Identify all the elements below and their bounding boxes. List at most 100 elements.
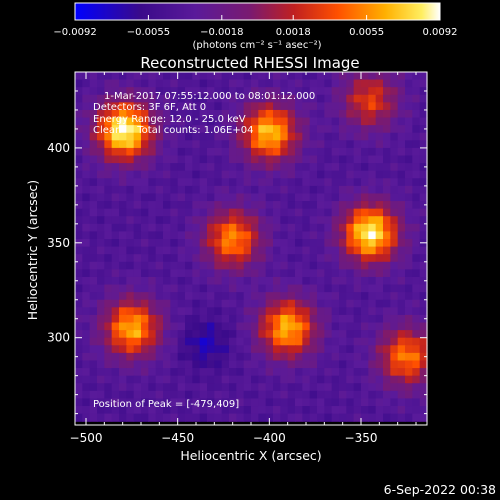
heatmap-cell [287,163,296,172]
heatmap-cell [229,269,237,278]
heatmap-cell [368,239,377,248]
heatmap-cell [221,383,230,392]
heatmap-cell [251,216,259,225]
heatmap-cell [302,406,311,415]
heatmap-cell [89,276,98,286]
heatmap-cell [419,345,428,354]
heatmap-cell [133,360,142,369]
heatmap-cell [280,345,289,354]
heatmap-cell [309,79,318,88]
heatmap-cell [97,375,105,384]
heatmap-cell [295,163,303,172]
heatmap-cell [229,178,237,187]
heatmap-cell [192,193,201,202]
heatmap-cell [163,360,171,369]
heatmap-cell [111,284,120,293]
heatmap-cell [185,413,193,422]
heatmap-cell [405,345,413,354]
heatmap-cell [119,163,127,172]
heatmap-cell [126,406,135,415]
heatmap-cell [287,360,296,369]
heatmap-cell [185,368,193,377]
heatmap-cell [412,292,421,301]
heatmap-cell [214,261,223,270]
heatmap-cell [309,360,318,369]
heatmap-cell [141,94,149,103]
heatmap-cell [236,246,245,255]
heatmap-cell [126,383,135,392]
heatmap-cell [148,406,157,415]
heatmap-cell [302,102,311,111]
colorbar [75,3,440,20]
heatmap-cell [89,109,98,119]
heatmap-cell [163,216,171,225]
heatmap-cell [243,79,252,88]
heatmap-cell [75,94,83,103]
heatmap-cell [97,239,105,248]
heatmap-cell [346,398,355,407]
heatmap-cell [97,72,105,81]
heatmap-cell [199,231,208,240]
heatmap-cell [177,337,186,346]
heatmap-cell [155,413,164,422]
heatmap-cell [133,178,142,187]
heatmap-cell [126,246,135,255]
heatmap-cell [148,155,157,164]
heatmap-cell [89,155,98,164]
heatmap-cell [419,314,428,324]
heatmap-cell [229,292,237,301]
heatmap-cell [155,261,164,270]
heatmap-cell [243,413,252,422]
heatmap-cell [97,284,105,293]
heatmap-cell [251,314,259,324]
heatmap-cell [375,299,384,308]
heatmap-cell [104,390,113,400]
heatmap-cell [126,299,135,308]
heatmap-cell [273,269,281,278]
heatmap-cell [243,284,252,293]
heatmap-cell [170,163,179,172]
heatmap-cell [287,140,296,149]
heatmap-cell [419,117,428,126]
heatmap-cell [170,109,179,119]
heatmap-cell [273,276,281,286]
heatmap-cell [390,352,399,362]
heatmap-cell [199,163,208,172]
heatmap-cell [265,390,274,400]
heatmap-cell [375,406,384,415]
heatmap-cell [192,147,201,157]
heatmap-cell [302,261,311,270]
heatmap-cell [265,360,274,369]
heatmap-cell [207,140,215,149]
heatmap-cell [324,330,333,339]
heatmap-cell [221,125,230,134]
heatmap-cell [383,314,391,324]
heatmap-cell [148,132,157,141]
heatmap-cell [339,239,347,248]
heatmap-cell [148,337,157,346]
heatmap-cell [361,322,369,331]
heatmap-cell [331,117,340,126]
heatmap-cell [361,330,369,339]
heatmap-cell [229,117,237,126]
heatmap-cell [397,125,406,134]
heatmap-cell [104,223,113,233]
heatmap-cell [104,307,113,316]
heatmap-cell [331,246,340,255]
heatmap-cell [104,352,113,362]
heatmap-cell [368,383,377,392]
heatmap-cell [375,223,384,233]
heatmap-cell [104,87,113,96]
heatmap-cell [133,368,142,377]
heatmap-cell [221,360,230,369]
heatmap-cell [353,109,362,119]
heatmap-cell [148,170,157,179]
heatmap-cell [346,102,355,111]
heatmap-cell [295,140,303,149]
heatmap-cell [412,125,421,134]
heatmap-cell [265,201,274,210]
heatmap-cell [368,72,377,81]
heatmap-cell [214,292,223,301]
heatmap-cell [243,360,252,369]
